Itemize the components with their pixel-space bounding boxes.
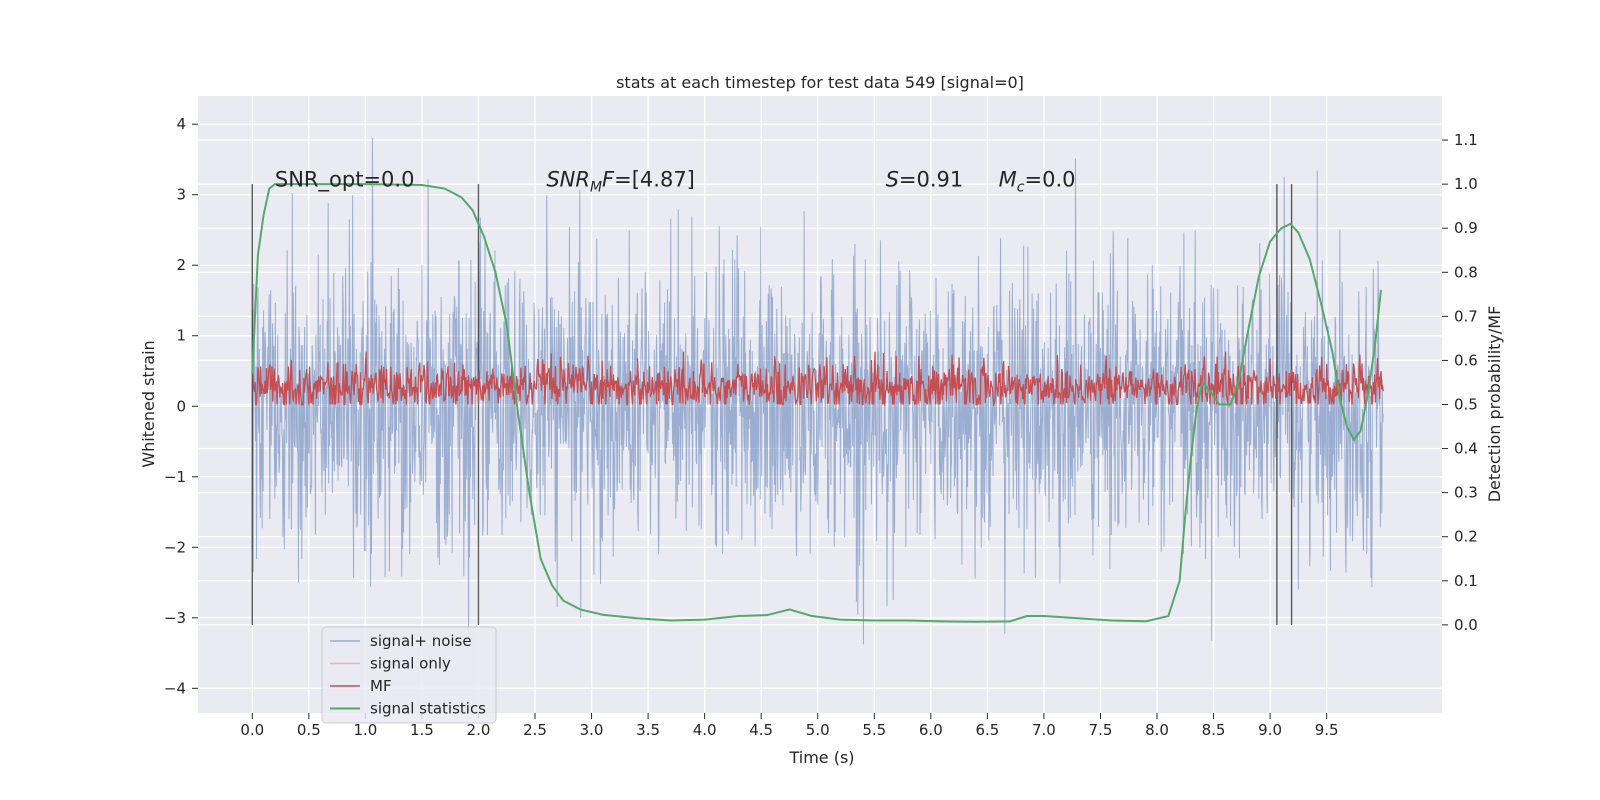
x-tick-label: 8.5 [1202,721,1226,739]
annotation: S=0.91 [886,167,964,191]
y-tick-label: −2 [164,538,186,556]
y-tick-label: −4 [164,679,186,697]
x-tick-label: 7.5 [1089,721,1113,739]
legend-entry-label: signal statistics [370,700,486,718]
y2-tick-label: 0.4 [1454,440,1478,458]
y-tick-label: 0 [176,397,186,415]
legend-entry-label: signal+ noise [370,632,472,650]
x-tick-label: 4.0 [693,721,717,739]
annotation: SNRMF=[4.87] [546,167,695,195]
y-axis-ticks: −4 −3 −2 −1 0 1 2 3 4 [164,115,198,697]
annotation-subscript: M [590,179,602,195]
x-tick-label: 2.5 [523,721,547,739]
signal-statistics-series [251,183,1382,623]
y2-axis-label: Detection probability/MF [1485,306,1504,503]
x-tick-label: 5.5 [862,721,886,739]
annotation-symbol: M [999,167,1017,191]
annotation-symbol: SNR [546,167,590,191]
x-tick-label: 0.0 [240,721,264,739]
legend-box [321,626,497,724]
legend-entry-label: MF [370,677,392,695]
x-tick-label: 5.0 [806,721,830,739]
y2-tick-label: 1.1 [1454,131,1478,149]
x-tick-label: 0.5 [297,721,321,739]
y2-tick-label: 0.5 [1454,396,1478,414]
annotation: Mc=0.0 [999,167,1076,195]
annotation-subscript: c [1017,179,1025,195]
y-tick-label: 2 [176,256,186,274]
annotation-value: =0.0 [1025,167,1076,191]
annotation: SNR_opt=0.0 [275,167,415,192]
annotation-symbol: S [886,167,899,191]
y2-axis-ticks: 0.0 0.1 0.2 0.3 0.4 0.5 0.6 0.7 0.8 0.9 1.0 1.1 [1442,131,1478,634]
x-tick-label: 6.5 [975,721,999,739]
y-tick-label: −1 [164,468,186,486]
y-tick-label: −3 [164,609,186,627]
x-tick-label: 9.0 [1258,721,1282,739]
y-tick-label: 3 [176,186,186,204]
annotation-value: =[4.87] [614,167,695,191]
x-tick-label: 6.0 [919,721,943,739]
annotation-symbol: SNR_opt=0.0 [275,167,415,192]
annotation-value: =0.91 [899,167,963,191]
signal-statistics-line [251,183,1382,623]
y2-tick-label: 0.6 [1454,351,1478,369]
legend: signal+ noise signal only MF signal statist… [321,626,497,724]
x-tick-label: 4.5 [749,721,773,739]
x-tick-label: 7.0 [1032,721,1056,739]
x-tick-label: 3.0 [580,721,604,739]
chart-title: stats at each timestep for test data 549… [616,73,1024,92]
legend-entry-label: signal only [370,655,451,673]
y-axis-label: Whitened strain [139,340,158,467]
x-tick-label: 2.0 [467,721,491,739]
y2-tick-label: 0.3 [1454,484,1478,502]
y-tick-label: 1 [176,327,186,345]
y2-tick-label: 0.8 [1454,263,1478,281]
y2-tick-label: 0.7 [1454,307,1478,325]
x-tick-label: 1.5 [410,721,434,739]
y-tick-label: 4 [176,115,186,133]
y2-tick-label: 1.0 [1454,175,1478,193]
x-axis-ticks: 0.0 0.5 1.0 1.5 2.0 2.5 3.0 3.5 4.0 4.5 5.0 5.5 6.0 6… [240,713,1339,739]
x-tick-label: 3.5 [636,721,660,739]
y2-tick-label: 0.9 [1454,219,1478,237]
x-tick-label: 8.0 [1145,721,1169,739]
annotation-letter: F [602,167,615,191]
x-tick-label: 1.0 [353,721,377,739]
y2-tick-label: 0.2 [1454,528,1478,546]
mf-series [251,351,1384,407]
x-axis-label: Time (s) [788,748,854,767]
x-tick-label: 9.5 [1315,721,1339,739]
annotations: SNR_opt=0.0 SNRMF=[4.87] S=0.91 Mc=0.0 [275,167,1076,195]
y2-tick-label: 0.1 [1454,572,1478,590]
mf-trace [251,351,1384,407]
y2-tick-label: 0.0 [1454,616,1478,634]
